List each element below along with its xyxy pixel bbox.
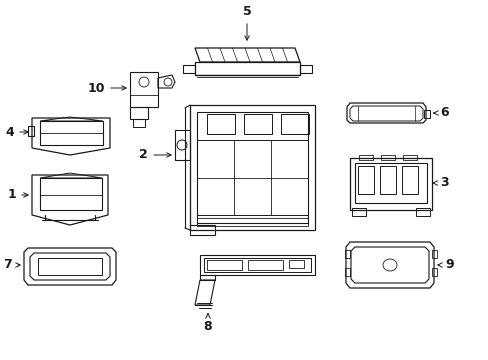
Text: 8: 8 bbox=[203, 320, 212, 333]
Text: 9: 9 bbox=[444, 258, 453, 271]
Bar bbox=[401, 166, 417, 194]
Bar bbox=[415, 208, 429, 216]
Bar bbox=[431, 250, 436, 258]
Text: 1: 1 bbox=[7, 189, 16, 202]
Bar bbox=[244, 114, 271, 134]
Bar bbox=[40, 121, 103, 145]
Text: 5: 5 bbox=[242, 5, 251, 18]
Bar bbox=[345, 268, 349, 276]
Bar bbox=[206, 260, 242, 270]
Bar bbox=[351, 208, 365, 216]
Bar bbox=[357, 166, 373, 194]
Bar bbox=[28, 126, 34, 136]
Bar bbox=[130, 72, 158, 107]
Bar bbox=[130, 107, 148, 119]
Bar bbox=[288, 260, 304, 268]
Bar bbox=[133, 119, 145, 127]
Bar bbox=[281, 114, 308, 134]
Bar bbox=[197, 218, 307, 226]
Bar bbox=[40, 178, 102, 210]
Bar bbox=[345, 250, 349, 258]
Bar bbox=[358, 155, 372, 160]
Text: 3: 3 bbox=[439, 176, 447, 189]
Bar bbox=[423, 110, 429, 118]
Bar bbox=[354, 163, 426, 203]
Text: 2: 2 bbox=[139, 148, 148, 162]
Bar bbox=[431, 268, 436, 276]
Bar bbox=[247, 260, 283, 270]
Text: 10: 10 bbox=[87, 81, 105, 94]
Bar bbox=[349, 158, 431, 210]
Bar bbox=[38, 258, 102, 275]
Bar bbox=[380, 155, 394, 160]
Bar bbox=[402, 155, 416, 160]
Text: 4: 4 bbox=[5, 126, 14, 139]
Bar bbox=[197, 140, 307, 215]
Bar bbox=[206, 114, 235, 134]
Bar bbox=[379, 166, 395, 194]
Text: 7: 7 bbox=[3, 258, 12, 271]
Text: 6: 6 bbox=[439, 107, 447, 120]
